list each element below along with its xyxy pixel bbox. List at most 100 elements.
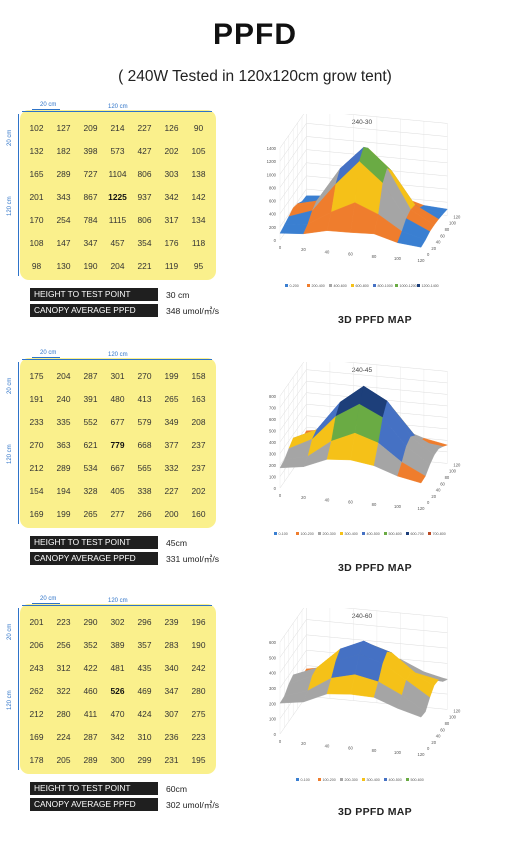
grid-cell: 287 (83, 370, 98, 381)
grid-cell: 90 (193, 122, 204, 133)
canopy-label: CANOPY AVERAGE PPFD (30, 304, 158, 317)
grid-cell: 212 (29, 462, 44, 473)
z-tick-label: 600 (269, 640, 277, 645)
grid-cell: 270 (29, 439, 44, 450)
grid-cell: 579 (137, 416, 152, 427)
grid-cell: 237 (191, 462, 206, 473)
height-label: HEIGHT TO TEST POINT (30, 536, 158, 549)
grid-row: 108 147 347 457 354 176 118 (23, 231, 212, 254)
grid-cell: 224 (56, 731, 71, 742)
grid-cell: 391 (83, 393, 98, 404)
grid-cell: 132 (29, 145, 44, 156)
legend-swatch (395, 284, 398, 287)
grid-cell: 340 (164, 662, 179, 673)
grid-cell: 208 (191, 416, 206, 427)
grid-cell: 147 (56, 237, 71, 248)
x-tick-label: 100 (394, 256, 402, 261)
y-tick-label: 0 (427, 500, 430, 505)
x-tick-label: 0 (279, 493, 282, 498)
grid-cell: 182 (56, 145, 71, 156)
legend-label: 500-600 (411, 778, 424, 782)
legend-swatch (373, 284, 376, 287)
grid-cell: 427 (137, 145, 152, 156)
grid-cell: 784 (83, 214, 98, 225)
grid-cell: 209 (83, 122, 98, 133)
dim-line-width (22, 111, 212, 112)
x-tick-label: 60 (348, 746, 353, 751)
grid-cell: 98 (31, 260, 42, 271)
grid-cell: 349 (164, 416, 179, 427)
x-tick-label: 20 (301, 741, 306, 746)
grid-cell: 1225 (108, 191, 127, 202)
legend-label: 400-500 (367, 532, 380, 536)
grid-cell: 470 (110, 708, 125, 719)
grid-cell: 727 (83, 168, 98, 179)
grid-cell: 296 (137, 616, 152, 627)
z-tick-label: 400 (269, 212, 277, 217)
grid-cell: 175 (29, 370, 44, 381)
legend-swatch (274, 532, 277, 535)
ppfd-grid: 175 204 287 301 270 199 158 191 240 391 480 413 265 1… (20, 358, 216, 528)
grid-cell: 668 (137, 439, 152, 450)
grid-cell: 233 (29, 416, 44, 427)
grid-cell: 142 (191, 191, 206, 202)
grid-cell: 190 (191, 639, 206, 650)
grid-cell: 335 (56, 416, 71, 427)
dim-small-left: 20 cm (7, 623, 13, 640)
grid-cell: 343 (56, 191, 71, 202)
dim-line-width (22, 359, 212, 360)
grid-cell: 338 (137, 485, 152, 496)
y-tick-label: 100 (449, 715, 457, 720)
z-tick-label: 400 (269, 671, 277, 676)
z-tick-label: 1400 (267, 146, 277, 151)
grid-cell: 552 (83, 416, 98, 427)
grid-cell: 779 (110, 439, 125, 450)
legend-swatch (417, 284, 420, 287)
grid-cell: 287 (83, 731, 98, 742)
grid-cell: 239 (164, 616, 179, 627)
grid-cell: 457 (110, 237, 125, 248)
legend-label: 0-100 (301, 778, 310, 782)
ppfd-grid: 102 127 209 214 227 126 90 132 182 398 573 427 202 10… (20, 110, 216, 280)
grid-cell: 347 (83, 237, 98, 248)
canopy-row: CANOPY AVERAGE PPFD 302 umol/㎡/s (30, 798, 219, 811)
grid-cell: 398 (83, 145, 98, 156)
z-tick-label: 0 (274, 238, 277, 243)
grid-cell: 126 (164, 122, 179, 133)
grid-cell: 277 (110, 508, 125, 519)
grid-cell: 270 (137, 370, 152, 381)
grid-cell: 236 (164, 731, 179, 742)
y-tick-label: 40 (436, 240, 441, 245)
dim-small-top: 20 cm (40, 350, 57, 356)
dim-small-left: 20 cm (7, 129, 13, 146)
grid-cell: 190 (83, 260, 98, 271)
page-subtitle: ( 240W Tested in 120x120cm grow tent) (118, 68, 392, 85)
height-value: 30 cm (166, 289, 190, 300)
y-tick-label: 60 (440, 233, 445, 238)
grid-row: 243 312 422 481 435 340 242 (23, 656, 212, 679)
grid-row: 154 194 328 405 338 227 202 (23, 479, 212, 502)
dim-line-width (22, 605, 212, 606)
legend-label: 200-400 (312, 284, 325, 288)
grid-row: 212 289 534 667 565 332 237 (23, 456, 212, 479)
x-tick-label: 60 (348, 252, 353, 257)
dim-width: 120 cm (108, 104, 128, 110)
grid-row: 178 205 289 300 299 231 195 (23, 748, 212, 771)
grid-cell: 265 (83, 508, 98, 519)
z-tick-label: 800 (269, 185, 277, 190)
grid-cell: 422 (83, 662, 98, 673)
legend-swatch (318, 778, 321, 781)
z-tick-label: 0 (274, 732, 277, 737)
y-tick-label: 20 (431, 494, 436, 499)
grid-cell: 332 (164, 462, 179, 473)
legend-label: 1200-1400 (422, 284, 439, 288)
grid-cell: 254 (56, 214, 71, 225)
grid-cell: 534 (83, 462, 98, 473)
surface-cell (397, 231, 426, 248)
y-tick-label: 80 (445, 475, 450, 480)
ppfd-grid-wrap: 201 223 290 302 296 239 196 206 256 352 389 357 283 1… (7, 596, 216, 774)
grid-cell: 342 (110, 731, 125, 742)
legend-swatch (384, 532, 387, 535)
x-tick-label: 20 (301, 247, 306, 252)
